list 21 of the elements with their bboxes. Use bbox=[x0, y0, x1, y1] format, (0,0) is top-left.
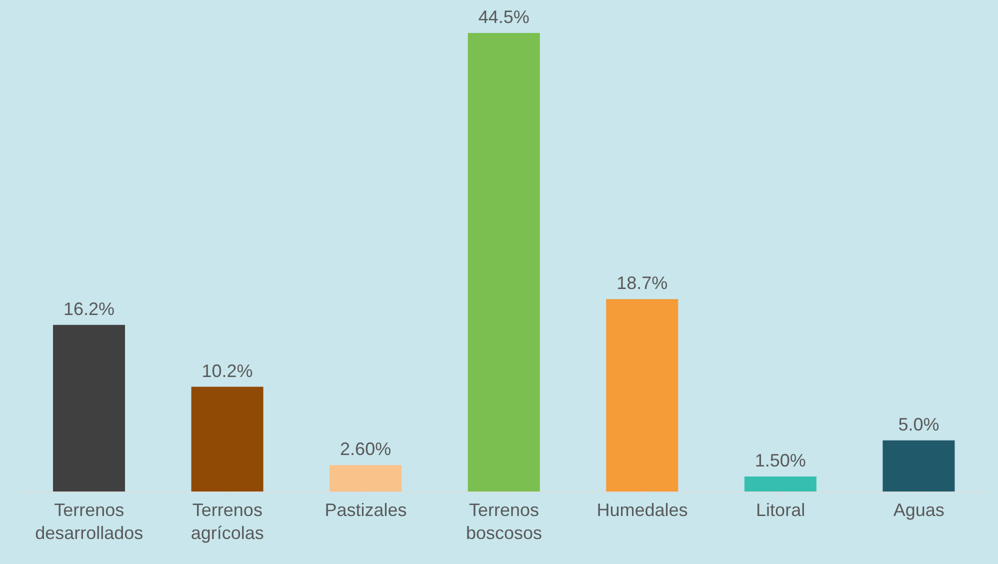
bar bbox=[191, 386, 264, 492]
data-label: 1.50% bbox=[754, 450, 806, 471]
data-label: 2.60% bbox=[340, 439, 392, 460]
data-label: 5.0% bbox=[898, 414, 940, 434]
bar bbox=[606, 299, 678, 492]
x-tick-label: Terrenos desarrollados bbox=[35, 500, 144, 543]
bar bbox=[744, 476, 816, 492]
x-tick-label: Humedales bbox=[596, 500, 688, 520]
data-label: 16.2% bbox=[63, 298, 115, 319]
bar bbox=[882, 440, 955, 492]
x-tick-label: Terrenos boscosos bbox=[466, 500, 542, 543]
x-tick-label: Terrenos agrícolas bbox=[190, 500, 264, 543]
data-label: 10.2% bbox=[202, 360, 253, 381]
bar bbox=[53, 324, 125, 492]
x-tick-label: Aguas bbox=[893, 500, 944, 520]
x-tick-label: Litoral bbox=[756, 500, 806, 520]
bar bbox=[468, 33, 540, 492]
data-label: 44.5% bbox=[478, 7, 530, 27]
bar bbox=[330, 465, 402, 492]
x-tick-label: Pastizales bbox=[324, 500, 407, 520]
data-label: 18.7% bbox=[616, 273, 668, 294]
